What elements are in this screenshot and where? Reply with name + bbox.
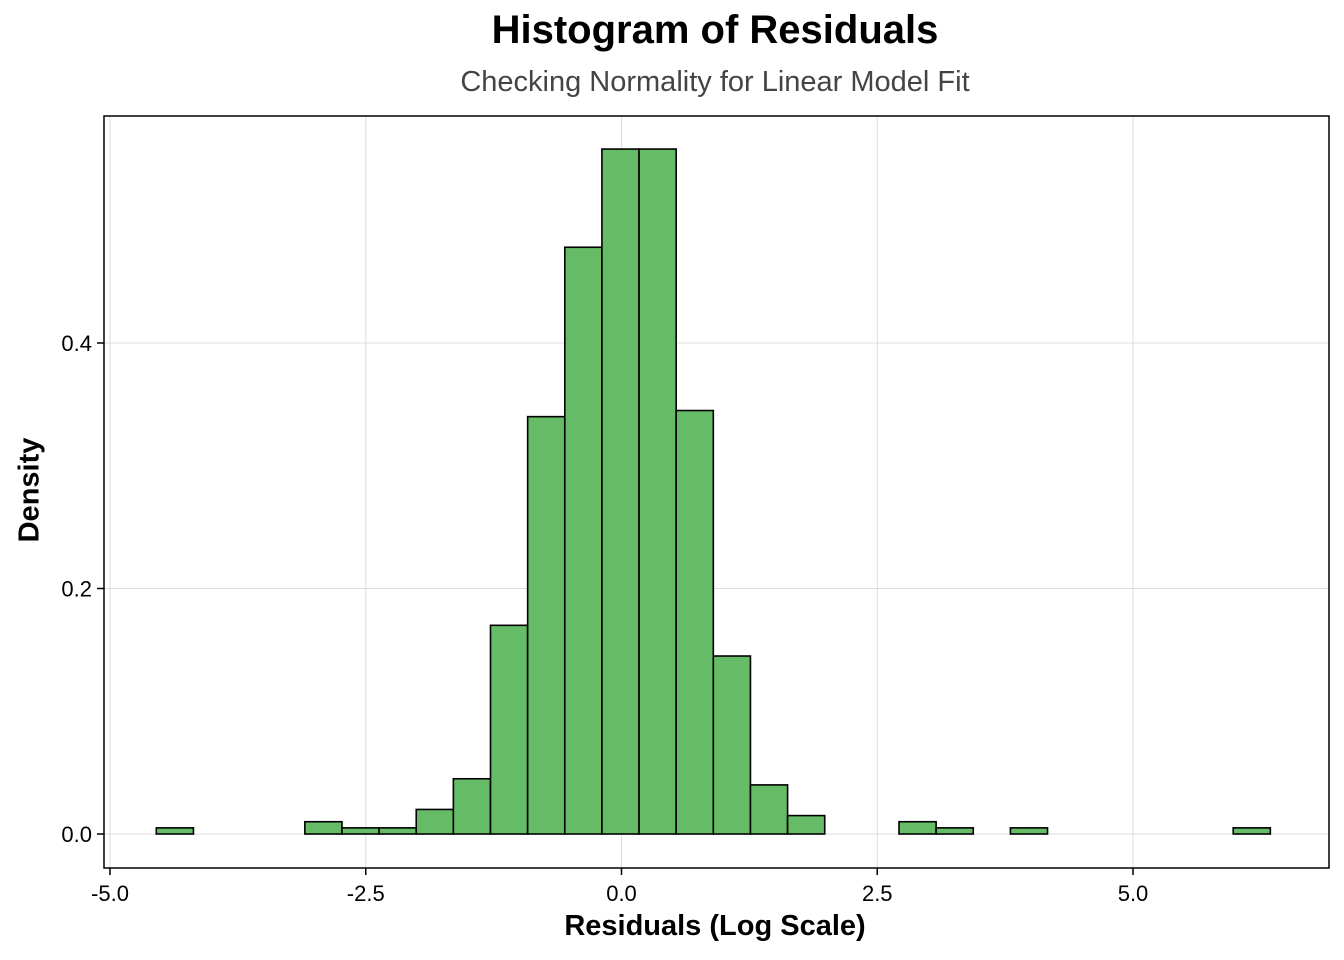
- x-axis: -5.0 -2.5 0.0 2.5 5.0: [91, 868, 1148, 906]
- x-tick-label: 5.0: [1118, 881, 1149, 906]
- histogram-bar: [489, 624, 529, 835]
- histogram-bar: [452, 777, 492, 835]
- x-tick-label: -5.0: [91, 881, 129, 906]
- y-tick-label: 0.4: [61, 331, 92, 356]
- histogram-bar: [155, 827, 195, 835]
- histogram-bar: [786, 814, 826, 835]
- histogram-bar: [1232, 827, 1272, 835]
- histogram-bars: [155, 148, 1272, 835]
- y-axis: 0.0 0.2 0.4: [61, 331, 104, 847]
- histogram-bar: [601, 148, 640, 835]
- histogram-bar: [304, 820, 343, 835]
- y-tick-label: 0.0: [61, 822, 92, 847]
- x-tick-label: 2.5: [862, 881, 893, 906]
- histogram-bar: [675, 409, 715, 835]
- histogram-bar: [638, 148, 677, 835]
- x-tick-label: -2.5: [347, 881, 385, 906]
- chart-subtitle: Checking Normality for Linear Model Fit: [460, 66, 970, 98]
- histogram-bar: [415, 808, 455, 835]
- x-tick-label: 0.0: [606, 881, 637, 906]
- histogram-bar: [1009, 827, 1049, 835]
- y-tick-label: 0.2: [61, 577, 92, 602]
- plot-panel-border: [103, 115, 1330, 869]
- histogram-bar: [712, 655, 752, 835]
- histogram-bar: [898, 820, 937, 835]
- chart-title: Histogram of Residuals: [491, 8, 939, 52]
- x-axis-label: Residuals (Log Scale): [564, 910, 866, 942]
- histogram-bar: [749, 784, 789, 835]
- histogram-bar: [378, 827, 418, 835]
- histogram-bar: [341, 827, 380, 835]
- histogram-bar: [563, 246, 603, 835]
- histogram-bar: [935, 827, 975, 835]
- histogram-bar: [526, 415, 566, 835]
